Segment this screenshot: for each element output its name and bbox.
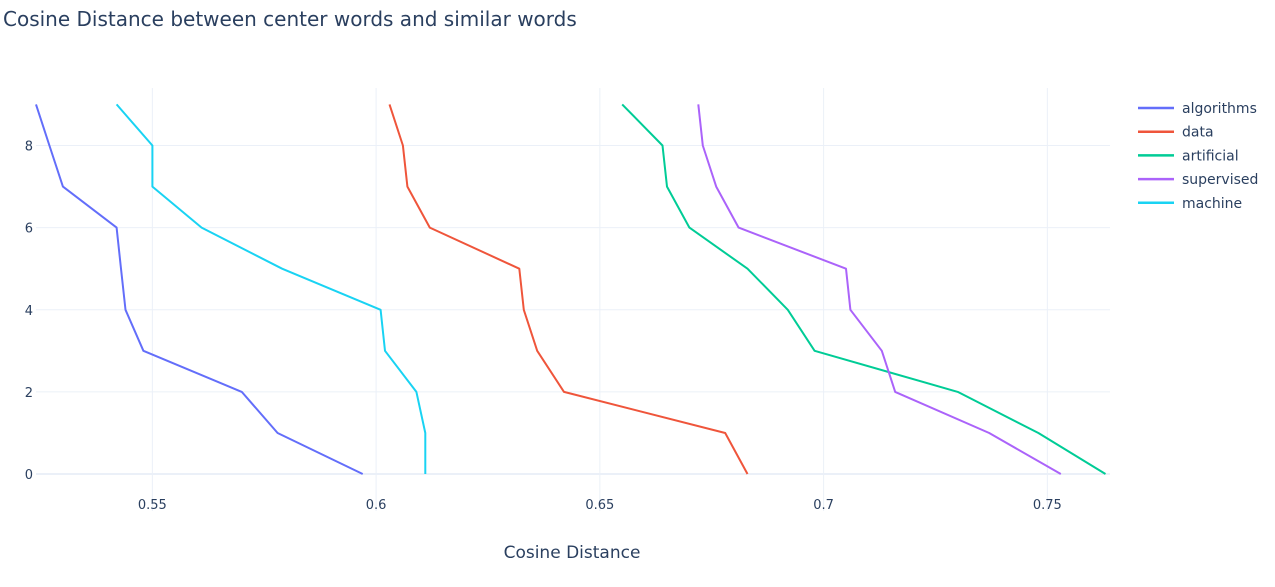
legend-item-supervised[interactable]: supervised <box>1138 172 1258 188</box>
x-axis-ticks: 0.55 0.6 0.65 0.7 0.75 <box>138 498 1062 513</box>
x-tick-label: 0.55 <box>138 498 167 513</box>
legend-label: data <box>1182 125 1214 141</box>
series-line-artificial[interactable] <box>621 103 1107 475</box>
y-tick-label: 8 <box>25 139 33 154</box>
legend[interactable]: algorithms data artificial supervised machin… <box>1138 101 1258 212</box>
series-line-machine[interactable] <box>115 103 427 474</box>
x-tick-label: 0.6 <box>366 498 387 513</box>
series-line-data[interactable] <box>388 104 749 475</box>
legend-item-data[interactable]: data <box>1138 125 1214 141</box>
chart-title: Cosine Distance between center words and… <box>3 7 577 31</box>
plot-area[interactable] <box>35 103 1107 475</box>
y-tick-label: 6 <box>25 222 33 237</box>
x-tick-label: 0.65 <box>585 498 614 513</box>
legend-item-artificial[interactable]: artificial <box>1138 148 1239 164</box>
x-tick-label: 0.7 <box>813 498 834 513</box>
legend-label: artificial <box>1182 148 1239 164</box>
legend-item-algorithms[interactable]: algorithms <box>1138 101 1257 117</box>
legend-label: algorithms <box>1182 101 1257 117</box>
grid <box>36 88 1110 511</box>
series-line-algorithms[interactable] <box>35 104 364 475</box>
series-line-supervised[interactable] <box>697 104 1062 475</box>
legend-item-machine[interactable]: machine <box>1138 196 1242 212</box>
y-axis-ticks: 0 2 4 6 8 <box>25 139 33 483</box>
y-tick-label: 2 <box>25 386 33 401</box>
y-tick-label: 0 <box>25 468 33 483</box>
x-axis-title: Cosine Distance <box>504 543 641 563</box>
y-tick-label: 4 <box>25 304 33 319</box>
x-tick-label: 0.75 <box>1033 498 1062 513</box>
legend-label: machine <box>1182 196 1242 212</box>
legend-label: supervised <box>1182 172 1258 188</box>
